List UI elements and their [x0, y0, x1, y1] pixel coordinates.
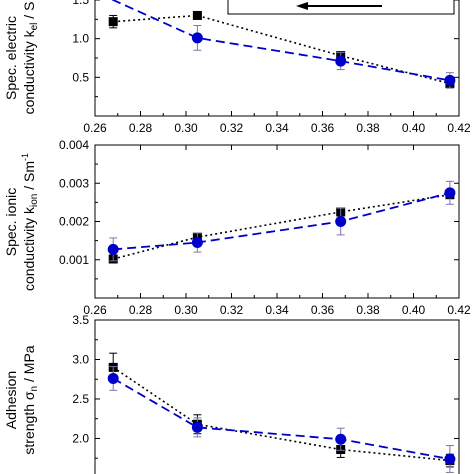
legend-arrow-head	[296, 2, 308, 10]
y-tick-label: 0.5	[72, 70, 89, 84]
circle-point	[444, 187, 456, 199]
y-tick-label: 0.002	[59, 215, 89, 229]
y-tick-label: 0.004	[59, 138, 89, 152]
y-axis-title-line1: Spec. ionic	[3, 188, 19, 256]
circle-series-line	[112, 377, 451, 460]
circle-point	[191, 421, 203, 433]
x-tick-label: 0.38	[356, 303, 380, 317]
x-tick-label: 0.32	[220, 303, 244, 317]
circle-series-line	[113, 191, 451, 251]
square-series-line	[112, 193, 451, 260]
y-tick-label: 2.0	[72, 431, 89, 445]
square-point	[192, 10, 202, 20]
y-tick-label: 3.5	[72, 313, 89, 327]
x-tick-label: 0.26	[83, 303, 107, 317]
x-tick-label: 0.32	[220, 121, 244, 135]
y-tick-label: 2.5	[72, 392, 89, 406]
marks	[107, 352, 456, 473]
square-series-line	[113, 14, 451, 85]
square-point	[108, 17, 118, 27]
x-tick-label: 0.42	[447, 303, 471, 317]
x-tick-label: 0.30	[174, 121, 198, 135]
ticks: 2.0 2.5 3.0 3.5	[72, 313, 459, 459]
marks	[107, 180, 456, 264]
y-axis-title-line2: conductivity kion / Sm-1	[20, 153, 40, 291]
circle-point	[107, 243, 119, 255]
panel-electric-conductivity: Spec. electric conductivity kel / S 0.26…	[3, 0, 471, 135]
panel-ionic-conductivity: Spec. ionic conductivity kion / Sm-1 0.2…	[3, 138, 471, 317]
x-tick-label: 0.34	[265, 303, 289, 317]
circle-point	[191, 32, 203, 44]
y-tick-label: 0.001	[59, 253, 89, 267]
x-tick-label: 0.40	[402, 303, 426, 317]
plot-frame	[94, 0, 460, 117]
x-tick-label: 0.30	[174, 303, 198, 317]
y-tick-label: 1.0	[72, 32, 89, 46]
square-series-line	[112, 366, 450, 462]
y-axis-title-line2: conductivity kel / S	[21, 2, 40, 115]
x-tick-label: 0.36	[311, 121, 335, 135]
x-tick-label: 0.34	[265, 121, 289, 135]
y-tick-label: 0.003	[59, 176, 89, 190]
x-tick-label: 0.26	[83, 121, 107, 135]
circle-point	[335, 216, 347, 227]
x-tick-label: 0.42	[447, 121, 471, 135]
circle-point	[335, 433, 347, 445]
x-tick-label: 0.38	[356, 121, 380, 135]
y-axis-title-line1: Spec. electric	[3, 16, 19, 100]
legend-fragment	[227, 0, 455, 15]
x-tick-label: 0.28	[129, 303, 153, 317]
plot-frame	[94, 319, 460, 474]
y-tick-label: 3.0	[72, 352, 89, 366]
y-axis-title-line1: Adhesion	[3, 371, 19, 429]
y-tick-label: 1.5	[72, 0, 89, 7]
x-tick-label: 0.28	[129, 121, 153, 135]
panel-adhesion-strength: Adhesion strength σn / MPa 2.0 2.5 3.0 3.5	[3, 313, 460, 474]
circle-point	[335, 55, 347, 67]
x-tick-label: 0.36	[311, 303, 335, 317]
circle-point	[107, 372, 119, 384]
ticks: 0.26 0.28 0.30 0.32 0.34 0.36 0.38 0.40 0.42 0.5 1…	[72, 0, 471, 135]
marks	[108, 0, 456, 89]
ticks: 0.26 0.28 0.30 0.32 0.34 0.36 0.38 0.40 0.42 0.00…	[59, 138, 471, 317]
plot-frame	[94, 144, 460, 299]
y-axis-title-line2: strength σn / MPa	[21, 345, 40, 454]
circle-point	[191, 237, 203, 249]
x-tick-label: 0.40	[402, 121, 426, 135]
circle-point	[444, 453, 456, 465]
circle-point	[444, 74, 456, 86]
